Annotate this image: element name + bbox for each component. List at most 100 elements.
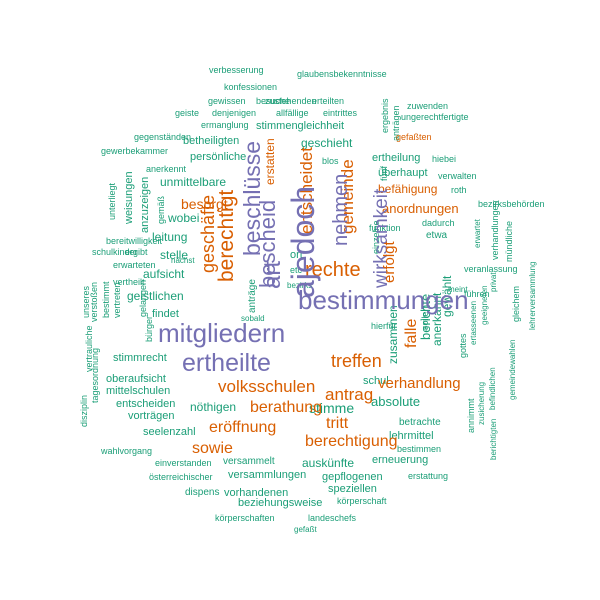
word-bestimmungen: bestimmungen xyxy=(298,285,469,315)
word-seelenzahl: seelenzahl xyxy=(143,426,196,438)
word-ueberhaupt: überhaupt xyxy=(378,167,428,179)
word-absolute: absolute xyxy=(371,394,421,409)
word-bestimmen: bestimmen xyxy=(397,444,442,454)
word-falle: falle xyxy=(403,318,420,348)
word-anzuzeigen: anzuzeigen xyxy=(139,176,151,233)
word-auskuenfte: auskünfte xyxy=(302,456,355,470)
word-volksschulen: volksschulen xyxy=(218,377,316,396)
word-blos: blos xyxy=(322,156,339,166)
word-landeschefs: landeschefs xyxy=(308,513,357,523)
word-besuche: besuche xyxy=(256,96,291,106)
word-oesterreichischer: österreichischer xyxy=(149,472,213,482)
word-ermanglung: ermanglung xyxy=(201,120,249,130)
word-persoenliche: persönliche xyxy=(190,151,247,163)
word-etc: etc xyxy=(290,265,303,275)
word-erstattung: erstattung xyxy=(408,471,449,481)
word-bezirks: bezirks xyxy=(287,281,313,290)
word-konfessionen: konfessionen xyxy=(224,82,278,92)
word-koerperschaften: körperschaften xyxy=(215,513,275,523)
word-erteilten: erteilten xyxy=(312,96,345,106)
word-erneuerung: erneuerung xyxy=(372,454,429,466)
word-buerger: bürger xyxy=(144,315,154,342)
word-gegenstaenden: gegenständen xyxy=(134,132,192,142)
word-hierfuer: hierfür xyxy=(371,321,397,331)
word-ort: ort xyxy=(290,249,303,261)
word-gemeindewahlen: gemeindewahlen xyxy=(508,339,517,401)
word-geiste: geiste xyxy=(175,108,200,118)
word-verstossen: verstoßen xyxy=(89,281,99,322)
word-verwalten: verwalten xyxy=(438,171,477,181)
word-berichtigten: berichtigten xyxy=(489,418,498,460)
word-funktion: funktion xyxy=(369,223,401,233)
word-glaubensbekenntnisse: glaubensbekenntnisse xyxy=(297,69,387,79)
word-befaehigung: befähigung xyxy=(378,182,438,196)
word-einverstanden: einverstanden xyxy=(155,458,212,468)
word-unterliegt: unterliegt xyxy=(107,182,117,220)
word-betrachte: betrachte xyxy=(399,417,441,428)
word-berathung: berathung xyxy=(250,399,323,416)
word-denjenigen: denjenigen xyxy=(212,108,257,118)
word-erwarteten: erwarteten xyxy=(113,260,156,270)
word-vertheilt: vertheilt xyxy=(113,277,145,287)
word-befindlichen: befindlichen xyxy=(488,367,497,410)
word-erwartet: erwartet xyxy=(473,219,482,248)
word-speziellen: speziellen xyxy=(328,483,377,495)
word-ertheilte: ertheilte xyxy=(182,349,271,377)
word-betheiligten: betheiligten xyxy=(183,135,240,147)
word-vertreten: vertreten xyxy=(112,282,122,318)
word-ergebnis: ergebnis xyxy=(380,98,390,133)
word-bestimmt: bestimmt xyxy=(101,281,111,318)
word-stelle: stelle xyxy=(160,248,189,262)
word-sowie: sowie xyxy=(192,440,233,457)
word-annimmt: annimmt xyxy=(466,398,476,433)
word-bereitwilligkeit: bereitwilligkeit xyxy=(106,236,163,246)
word-lehrmittel: lehrmittel xyxy=(389,430,434,442)
word-ajedoch: ajedoch xyxy=(285,185,321,298)
word-antraege: anträge xyxy=(247,279,258,313)
word-ungerechtfertigte: ungerechtfertigte xyxy=(401,112,469,122)
word-gleichem: gleichem xyxy=(511,285,521,322)
word-stimmengleichheit: stimmengleichheit xyxy=(256,120,345,132)
word-fuehren: führen xyxy=(464,289,490,299)
word-findet: findet xyxy=(152,308,179,320)
word-schul: schul xyxy=(363,375,389,387)
word-geeigneten: geeigneten xyxy=(480,285,489,325)
word-meint: meint xyxy=(448,285,468,294)
word-gewerbekammer: gewerbekammer xyxy=(101,146,169,156)
word-antrag: antrag xyxy=(325,385,374,404)
word-nehmen: nehmen xyxy=(330,173,352,246)
word-gewissen: gewissen xyxy=(208,96,246,106)
word-hiebei: hiebei xyxy=(432,154,457,164)
word-dadurch: dadurch xyxy=(422,218,455,228)
word-wahlvorgang: wahlvorgang xyxy=(101,446,153,456)
word-geschieht: geschieht xyxy=(301,136,353,150)
word-ergibt: ergibt xyxy=(125,247,148,257)
word-entscheiden: entscheiden xyxy=(116,398,176,410)
word-tagesordnung: tagesordnung xyxy=(90,347,100,403)
word-unmittelbare: unmittelbare xyxy=(160,175,227,189)
word-versammelt: versammelt xyxy=(223,456,275,467)
word-erstatten: erstatten xyxy=(263,138,277,185)
word-ertheilung: ertheilung xyxy=(372,152,421,164)
word-gemaess: gemäß xyxy=(156,195,166,224)
word-art: art xyxy=(259,260,286,289)
word-erfolgt: erfolgt xyxy=(381,241,398,283)
word-schulkinder: schulkinder xyxy=(92,247,138,257)
word-zuwenden: zuwenden xyxy=(407,101,449,111)
word-anordnungen: anordnungen xyxy=(382,201,459,216)
word-anerkennt: anerkennt xyxy=(146,164,187,174)
word-ertasseenen: ertasseenen xyxy=(469,300,478,345)
word-veranlassung: veranlassung xyxy=(464,264,518,274)
word-roth: roth xyxy=(451,185,467,195)
word-eroeffnung: eröffnung xyxy=(209,419,277,436)
word-verhandlung: verhandlung xyxy=(378,375,461,392)
word-aufsicht: aufsicht xyxy=(143,267,185,281)
word-lehrerversammlung: lehrerversammlung xyxy=(528,261,537,330)
word-mitgliedern: mitgliedern xyxy=(158,318,286,348)
word-allfaellige: allfällige xyxy=(276,108,309,118)
word-etwa: etwa xyxy=(426,230,448,241)
word-versammlungen: versammlungen xyxy=(228,469,307,481)
word-eintrittes: eintrittes xyxy=(323,108,358,118)
word-sobald: sobald xyxy=(241,314,265,323)
